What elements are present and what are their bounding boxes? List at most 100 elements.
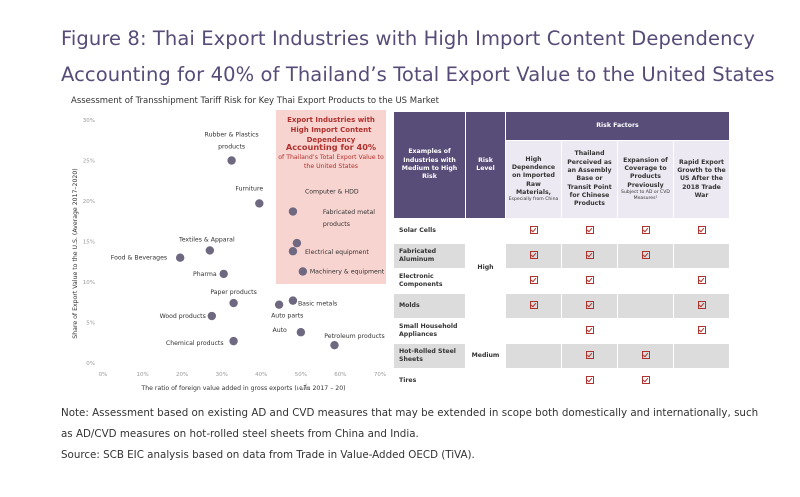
factor-cell (561, 268, 618, 294)
data-point (288, 207, 298, 216)
factor-cell (505, 268, 562, 294)
point-label: Pharma (193, 271, 217, 278)
data-point (227, 156, 236, 165)
factor-header-1-main: High Dependence on Imported Raw Material… (511, 155, 556, 196)
checkbox-checked-icon (641, 376, 650, 385)
point-label: Machinery & equipment (310, 268, 385, 275)
y-axis-label: Share of Export Value to the U.S. (Avera… (72, 168, 79, 338)
table-row: Fabricated Aluminum (393, 243, 730, 269)
factor-cell (617, 318, 674, 344)
figure-title-line-2: Accounting for 40% of Thailand’s Total E… (61, 63, 775, 86)
table-header-industry: Examples of Industries with Medium to Hi… (393, 111, 466, 219)
y-tick-label: 20% (83, 199, 95, 205)
x-tick-label: 60% (334, 372, 346, 378)
factor-cell (505, 293, 562, 319)
point-label: Paper products (210, 289, 257, 296)
y-tick-label: 30% (83, 118, 95, 124)
checkbox-checked-icon (585, 376, 594, 385)
point-label: Auto parts (271, 313, 303, 320)
checkbox-checked-icon (697, 276, 706, 285)
checkbox-checked-icon (585, 326, 594, 335)
checkbox-checked-icon (529, 301, 538, 310)
scatter-chart: 0% 10% 20% 30% 40% 50% 60% 70% 0% 5% 10% 15% 20% 25% 3… (72, 118, 386, 392)
factor-cell (617, 243, 674, 269)
y-tick-label: 10% (83, 280, 95, 286)
data-point (292, 238, 302, 248)
factor-header-4-main: Rapid Export Growth to the US After the … (677, 158, 726, 200)
point-label: Wood products (160, 313, 206, 320)
y-tick-label: 0% (86, 361, 95, 367)
chart-subtitle: Assessment of Transshipment Tariff Risk … (71, 96, 439, 106)
factor-header-3-sub: Subject to AD or CVD Measures¹ (621, 190, 670, 202)
highlight-box-value: Accounting for 40% (285, 142, 377, 152)
industry-name: Hot-Rolled Steel Sheets (393, 343, 466, 369)
factor-cell (505, 368, 562, 394)
factor-cell (617, 218, 674, 244)
point-label: Basic metals (298, 301, 337, 308)
point-label: products (323, 221, 350, 228)
footnote-line-1: Note: Assessment based on existing AD an… (61, 407, 759, 419)
factor-cell (505, 243, 562, 269)
data-point (229, 336, 238, 346)
factor-cell (673, 343, 730, 369)
point-label: Furniture (235, 185, 263, 192)
factor-cell (505, 343, 562, 369)
factor-header-3: Expansion of Coverage to Products Previo… (617, 140, 674, 219)
x-tick-label: 50% (295, 372, 307, 378)
y-tick-label: 15% (83, 240, 95, 246)
x-axis-label: The ratio of foreign value added in gros… (140, 384, 345, 392)
factor-header-4: Rapid Export Growth to the US After the … (673, 140, 730, 219)
data-point (219, 269, 228, 279)
point-label: Chemical products (166, 340, 224, 347)
checkbox-checked-icon (641, 251, 650, 260)
table-row: Molds (393, 293, 730, 319)
point-label: Food & Beverages (111, 255, 167, 262)
factor-cell (561, 318, 618, 344)
highlight-box-detail: of Thailand’s Total Export Value to the … (278, 154, 384, 170)
x-tick-label: 70% (374, 372, 386, 378)
highlight-box-title: Export Industries with High Import Conte… (287, 116, 375, 144)
risk-factors-table: Examples of Industries with Medium to Hi… (393, 111, 730, 394)
factor-cell (617, 268, 674, 294)
industry-name: Molds (393, 293, 466, 319)
industry-name: Tires (393, 368, 466, 394)
x-tick-label: 0% (99, 372, 108, 378)
checkbox-checked-icon (641, 226, 650, 235)
factor-cell (505, 218, 562, 244)
industry-name: Fabricated Aluminum (393, 243, 466, 269)
data-point (298, 267, 308, 276)
checkbox-checked-icon (529, 276, 538, 285)
table-row: Hot-Rolled Steel Sheets (393, 343, 730, 369)
factor-header-2-main: Thailand Perceived as an Assembly Base o… (567, 150, 612, 208)
figure-title-line-1: Figure 8: Thai Export Industries with Hi… (61, 27, 756, 50)
industry-name: Electronic Components (393, 268, 466, 294)
checkbox-checked-icon (585, 226, 594, 235)
table-row: Small Household Appliances Medium (393, 318, 730, 394)
source-line: Source: SCB EIC analysis based on data f… (61, 449, 475, 461)
factor-cell (617, 368, 674, 394)
factor-cell (561, 343, 618, 369)
factor-cell (673, 318, 730, 344)
point-label: Petroleum products (324, 333, 384, 340)
point-label: Auto (272, 327, 287, 334)
factor-cell (561, 368, 618, 394)
industry-name: Small Household Appliances (393, 318, 466, 344)
data-point (288, 296, 298, 305)
y-tick-label: 5% (86, 321, 95, 327)
factor-cell (561, 218, 618, 244)
data-point (205, 246, 215, 255)
factor-cell (505, 318, 562, 344)
table-row: Solar Cells High (393, 218, 730, 319)
data-point (229, 298, 238, 308)
point-label: products (218, 144, 245, 151)
factor-cell (673, 268, 730, 294)
point-label: Textiles & Apparal (178, 236, 235, 243)
factor-cell (673, 218, 730, 244)
factor-cell (673, 243, 730, 269)
footnote-line-2: as AD/CVD measures on hot-rolled steel s… (61, 428, 419, 440)
point-label: Rubber & Plastics (205, 132, 259, 139)
checkbox-checked-icon (529, 226, 538, 235)
checkbox-checked-icon (697, 226, 706, 235)
factor-cell (617, 293, 674, 319)
x-tick-label: 30% (216, 372, 228, 378)
